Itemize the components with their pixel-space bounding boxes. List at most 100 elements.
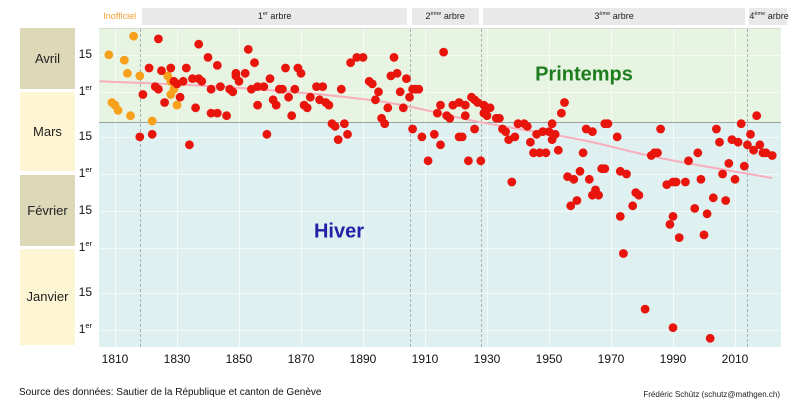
- data-point: [194, 39, 204, 49]
- data-point: [746, 129, 755, 139]
- data-point: [436, 140, 445, 150]
- data-point: [460, 111, 470, 121]
- source-note: Source des données: Sautier de la Républ…: [19, 387, 322, 398]
- data-point: [417, 132, 427, 142]
- data-point: [513, 119, 523, 129]
- data-point: [157, 66, 166, 76]
- data-point: [718, 169, 727, 179]
- grid-line-vertical: [673, 29, 674, 347]
- data-point: [250, 58, 259, 68]
- data-point: [575, 166, 585, 176]
- data-point: [656, 124, 665, 134]
- data-point: [439, 47, 448, 57]
- data-point: [708, 193, 718, 203]
- data-point: [188, 74, 197, 83]
- period-band: 3ème arbre: [482, 8, 746, 25]
- data-point: [318, 82, 328, 91]
- data-point: [507, 177, 517, 187]
- data-point: [104, 50, 114, 60]
- month-box-mars: Mars: [20, 92, 75, 172]
- x-tick: 1990: [659, 352, 687, 366]
- data-point: [668, 323, 678, 333]
- data-point: [739, 161, 749, 171]
- data-point: [702, 209, 712, 219]
- data-point: [470, 124, 479, 134]
- data-point: [693, 148, 703, 158]
- data-point: [535, 148, 545, 158]
- data-point: [380, 119, 390, 129]
- data-point: [653, 148, 662, 158]
- x-tick: 1890: [349, 352, 377, 366]
- data-point: [572, 196, 582, 205]
- data-point: [330, 121, 340, 131]
- data-point: [522, 121, 532, 131]
- data-point: [615, 212, 625, 221]
- data-point: [138, 90, 148, 99]
- period-band: 2ème arbre: [411, 8, 479, 25]
- data-point: [460, 100, 470, 110]
- grid-line-horizontal: [99, 174, 781, 175]
- data-point: [730, 174, 740, 184]
- data-point: [392, 68, 402, 78]
- data-point: [333, 135, 343, 144]
- data-point: [538, 127, 548, 136]
- data-point: [336, 84, 346, 94]
- tree-boundary-line: [409, 29, 411, 347]
- data-point: [612, 132, 622, 142]
- data-point: [147, 116, 157, 126]
- grid-line-vertical: [301, 29, 302, 347]
- data-point: [389, 53, 399, 62]
- grid-line-horizontal: [99, 293, 781, 295]
- data-point: [212, 61, 222, 70]
- series-officiel: [135, 34, 777, 343]
- data-point: [408, 124, 417, 134]
- data-point: [622, 169, 631, 179]
- data-point: [634, 190, 644, 200]
- tree-boundary-line: [139, 29, 141, 347]
- data-point: [628, 201, 638, 211]
- data-point: [129, 31, 138, 41]
- grid-line-horizontal: [99, 211, 781, 213]
- data-point: [529, 148, 538, 158]
- data-point: [588, 127, 597, 136]
- data-point: [482, 111, 492, 121]
- data-point: [476, 156, 486, 166]
- data-point: [429, 129, 439, 139]
- x-tick: 1970: [597, 352, 625, 366]
- data-point: [166, 90, 176, 99]
- data-point: [619, 249, 628, 258]
- grid-line-horizontal: [99, 248, 781, 250]
- data-point: [603, 119, 613, 129]
- data-point: [284, 92, 293, 102]
- grid-line-vertical: [425, 29, 426, 347]
- data-point: [665, 220, 675, 229]
- data-point: [212, 108, 222, 118]
- data-point: [712, 124, 721, 134]
- data-point: [423, 156, 433, 166]
- grid-line-vertical: [239, 29, 240, 347]
- data-point: [405, 92, 414, 102]
- data-point: [113, 106, 123, 115]
- grid-line-horizontal: [99, 54, 781, 56]
- data-point: [147, 129, 157, 139]
- data-point: [135, 132, 145, 142]
- data-point: [203, 53, 213, 62]
- grid-line-horizontal: [99, 330, 781, 332]
- data-point: [485, 103, 495, 113]
- data-point: [234, 76, 244, 86]
- data-point: [305, 92, 315, 102]
- data-point: [755, 140, 765, 150]
- data-point: [402, 74, 411, 83]
- data-point: [705, 333, 715, 343]
- x-tick: 1870: [287, 352, 315, 366]
- data-point: [495, 113, 504, 123]
- data-point: [690, 204, 700, 213]
- data-point: [296, 68, 306, 78]
- y-tick: 15: [78, 203, 92, 218]
- data-point: [566, 201, 576, 211]
- data-point: [343, 129, 352, 139]
- data-point: [178, 76, 188, 86]
- data-point: [501, 127, 510, 136]
- data-point: [684, 156, 693, 166]
